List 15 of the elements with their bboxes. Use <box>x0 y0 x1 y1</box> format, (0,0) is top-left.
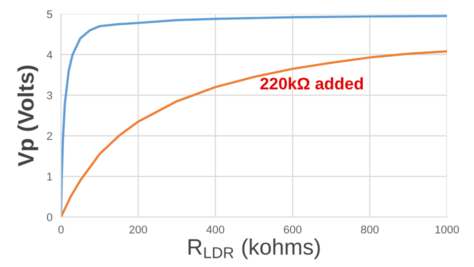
annotation: 220kΩ added <box>260 77 363 90</box>
x-axis-title: R$_{LDR}$ (kohms) <box>188 238 320 260</box>
x-tick-label: 1000 <box>435 226 459 234</box>
y-tick-label: 0 <box>46 213 52 222</box>
y-tick-label: 4 <box>46 50 52 59</box>
y-tick-label: 5 <box>46 10 52 18</box>
y-axis-title: Vp (Volts) <box>17 66 38 166</box>
x-tick-label: 0 <box>58 226 64 234</box>
x-tick-label: 400 <box>206 226 224 234</box>
y-tick-label: 1 <box>47 172 52 180</box>
x-tick-label: 800 <box>361 226 379 234</box>
y-tick-label: 3 <box>46 91 52 100</box>
y-tick-label: 2 <box>47 132 52 140</box>
x-tick-label: 200 <box>129 226 148 234</box>
x-tick-label: 600 <box>284 226 302 234</box>
